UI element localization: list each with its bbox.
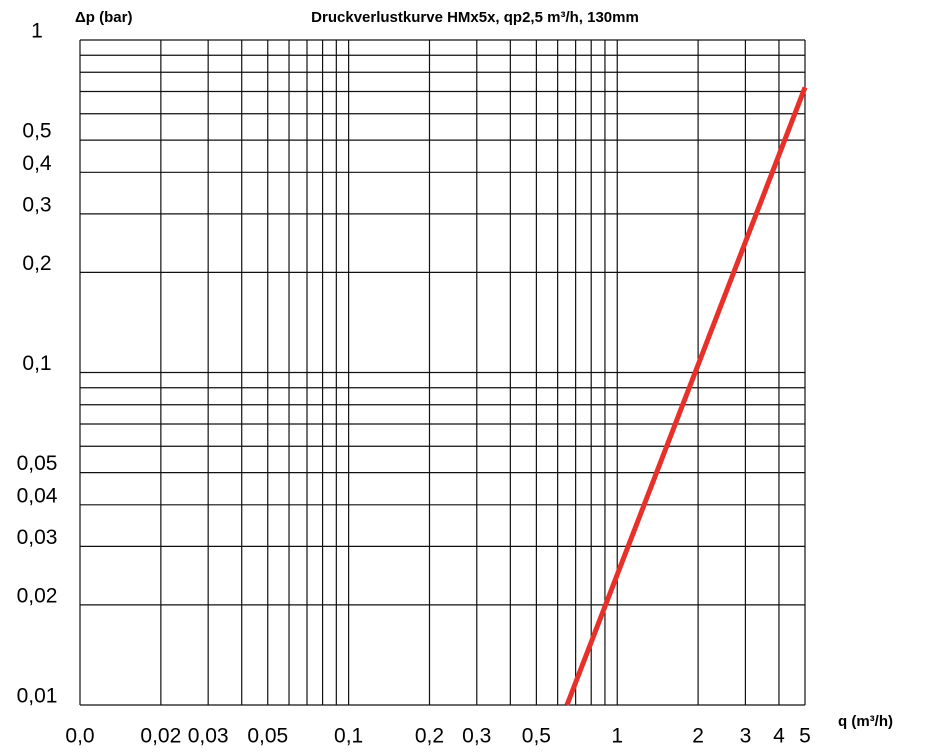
y-tick-label: 0,05 [17,452,58,475]
data-line [564,86,808,706]
y-tick-label: 1 [31,20,43,43]
y-tick-label: 0,4 [22,152,52,175]
y-tick-label: 0,1 [22,352,51,375]
x-tick-label: 5 [799,725,811,748]
y-tick-label: 0,04 [17,484,58,507]
y-tick-label: 0,01 [17,685,58,708]
x-tick-label: 0,5 [522,725,551,748]
x-axis-label: q (m³/h) [838,713,893,730]
x-tick-label: 0,05 [247,725,288,748]
x-tick-label: 0,03 [188,725,229,748]
y-tick-label: 0,02 [17,584,58,607]
x-tick-label: 0,2 [415,725,444,748]
y-tick-label: 0,5 [22,120,51,143]
x-tick-label: 0,1 [334,725,363,748]
chart-title: Druckverlustkurve HMx5x, qp2,5 m³/h, 130… [311,9,639,26]
y-tick-label: 0,03 [17,526,58,549]
x-tick-label: 3 [740,725,752,748]
y-tick-label: 0,2 [22,252,51,275]
y-tick-label: 0,3 [22,193,51,216]
x-tick-label: 0,02 [140,725,181,748]
x-tick-label: 0,0 [65,725,94,748]
x-tick-label: 0,3 [462,725,491,748]
y-axis-label: Δp (bar) [75,9,132,26]
x-tick-label: 4 [773,725,785,748]
x-tick-label: 2 [692,725,704,748]
x-tick-label: 1 [611,725,623,748]
